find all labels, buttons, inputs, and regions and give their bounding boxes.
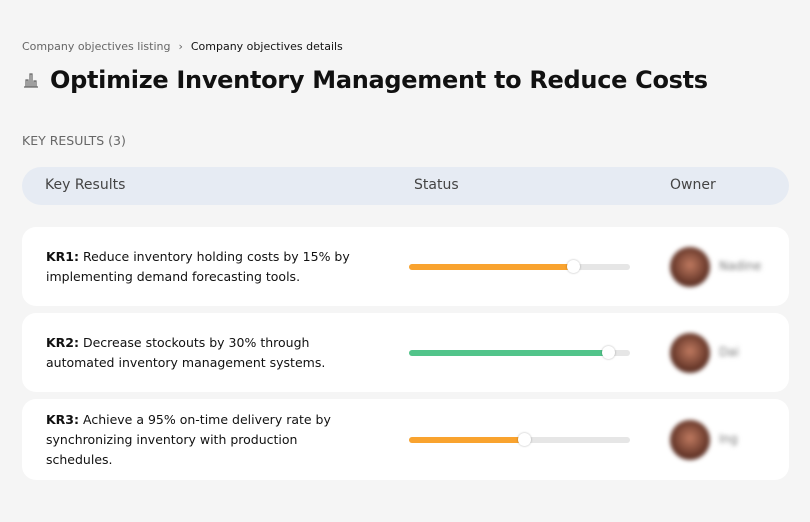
avatar [670,332,710,373]
key-results-count: KEY RESULTS (3) [22,133,126,148]
avatar [670,246,710,287]
progress-fill [409,349,608,356]
owner-name: Nadine [719,258,762,273]
key-result-id: KR1: [46,248,80,264]
breadcrumb-link-listing[interactable]: Company objectives listing [22,40,171,53]
key-result-id: KR3: [46,411,80,427]
avatar [670,419,710,460]
progress-handle[interactable] [601,345,615,359]
breadcrumb-separator: › [178,40,183,53]
progress-bar[interactable] [409,432,630,446]
progress-fill [409,263,573,270]
page-header: Optimize Inventory Management to Reduce … [22,66,708,94]
key-result-text: KR1: Reduce inventory holding costs by 1… [46,247,366,287]
key-result-id: KR2: [46,334,80,350]
owner-name: Ing [719,431,738,446]
key-result-text: KR2: Decrease stockouts by 30% through a… [46,333,366,373]
page-title: Optimize Inventory Management to Reduce … [50,66,708,94]
progress-handle[interactable] [566,259,580,273]
table-row[interactable]: KR1: Reduce inventory holding costs by 1… [22,227,789,306]
header-key-results: Key Results [45,177,126,193]
table-header: Key Results Status Owner [22,167,789,205]
table-row[interactable]: KR3: Achieve a 95% on-time delivery rate… [22,399,789,480]
building-chart-icon [24,73,38,88]
header-status: Status [414,177,459,193]
progress-bar[interactable] [409,259,630,273]
progress-bar[interactable] [409,345,630,359]
progress-handle[interactable] [517,432,531,446]
table-row[interactable]: KR2: Decrease stockouts by 30% through a… [22,313,789,392]
breadcrumb-current: Company objectives details [190,40,343,53]
key-result-description: Achieve a 95% on-time delivery rate by s… [46,411,331,467]
breadcrumb: Company objectives listing › Company obj… [22,40,343,53]
owner-name: Dai [719,344,739,359]
key-result-description: Reduce inventory holding costs by 15% by… [46,248,350,284]
key-result-text: KR3: Achieve a 95% on-time delivery rate… [46,410,366,470]
header-owner: Owner [670,177,716,193]
key-result-description: Decrease stockouts by 30% through automa… [46,334,326,370]
progress-fill [409,436,524,443]
